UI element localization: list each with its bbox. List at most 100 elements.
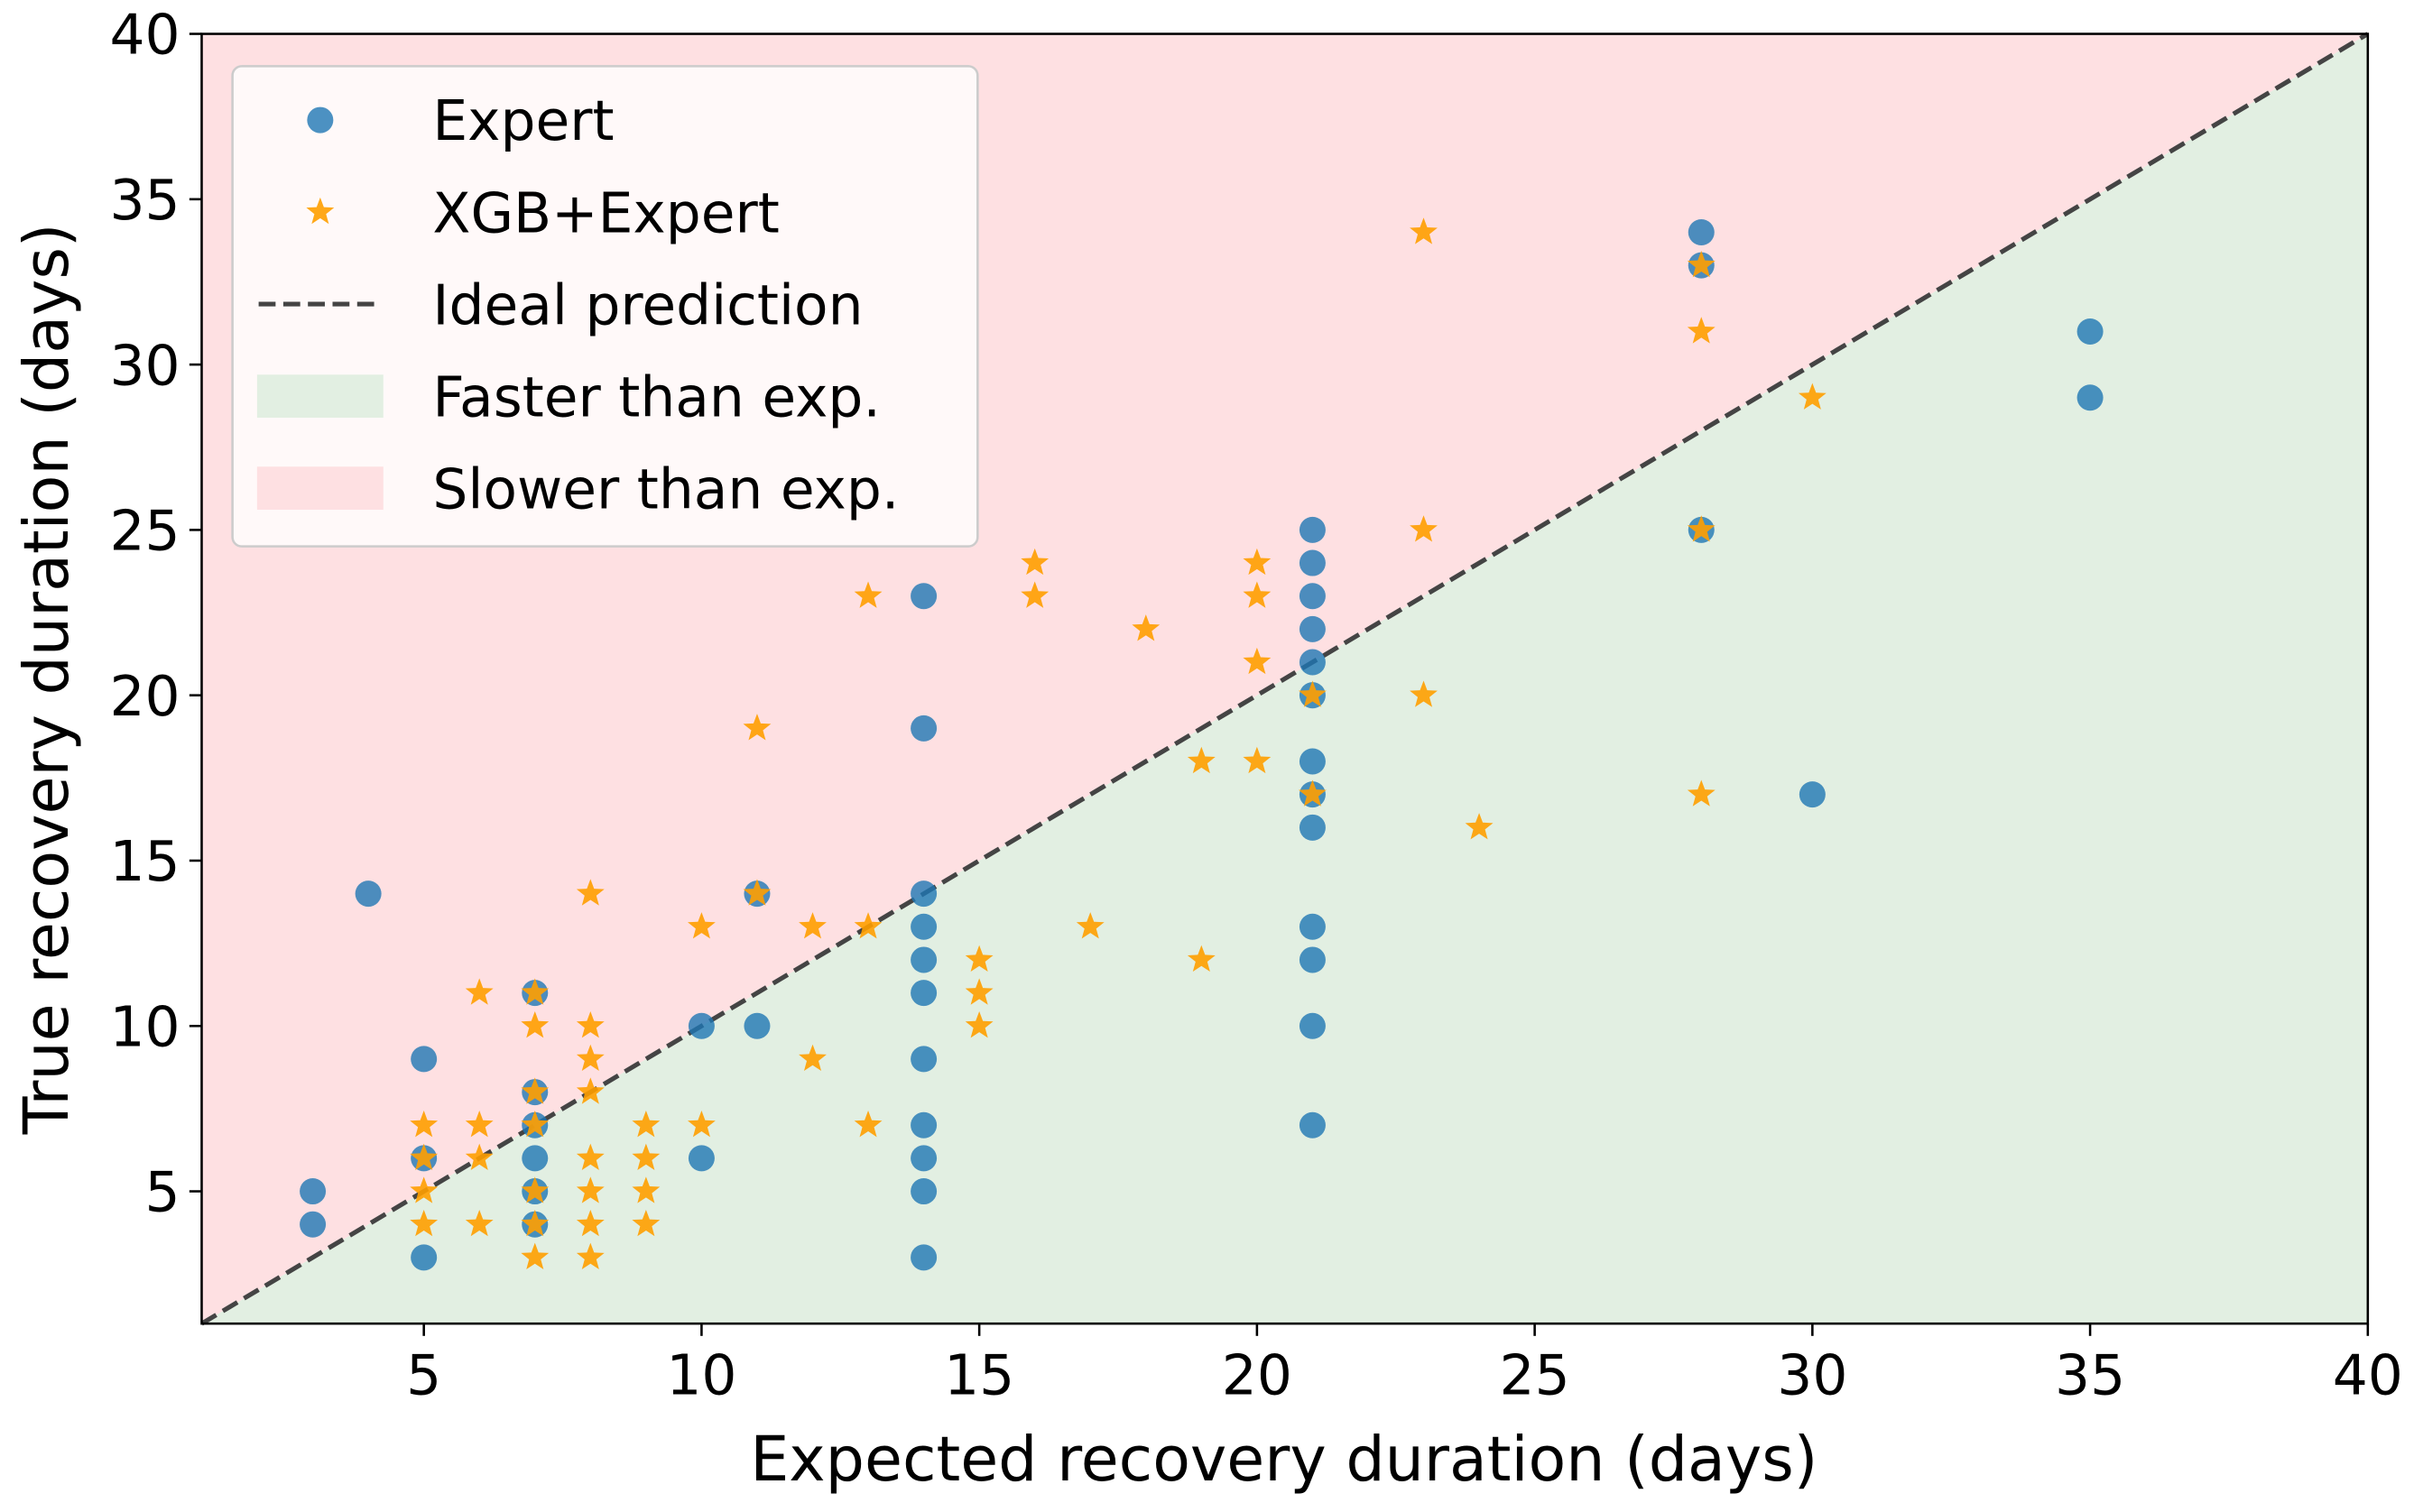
point <box>576 1143 605 1170</box>
point <box>743 879 772 906</box>
point <box>911 715 938 742</box>
y-tick-label: 10 <box>109 995 180 1059</box>
point <box>2076 384 2104 411</box>
point <box>965 978 994 1005</box>
x-tick-label: 15 <box>944 1344 1014 1408</box>
point <box>521 1011 550 1038</box>
point <box>576 1011 605 1038</box>
point <box>1799 781 1826 808</box>
point <box>911 980 938 1007</box>
legend-patch <box>256 466 384 511</box>
y-tick-label: 25 <box>109 500 180 564</box>
point <box>1687 779 1716 807</box>
x-tick-label: 20 <box>1222 1344 1292 1408</box>
y-tick-label: 40 <box>109 4 180 68</box>
point <box>1187 746 1216 774</box>
point <box>1243 746 1272 774</box>
point <box>688 1012 715 1039</box>
point <box>1465 813 1494 840</box>
point <box>1687 515 1716 542</box>
point <box>911 880 938 908</box>
point <box>576 879 605 906</box>
x-tick-label: 30 <box>1777 1344 1847 1408</box>
point <box>854 1111 883 1138</box>
point <box>1299 516 1326 543</box>
y-tick-label: 5 <box>145 1161 180 1225</box>
point <box>1299 549 1326 576</box>
point <box>576 1044 605 1072</box>
point <box>632 1176 661 1203</box>
point <box>521 1242 550 1269</box>
point <box>576 1176 605 1203</box>
point <box>632 1111 661 1138</box>
point <box>355 880 382 908</box>
point <box>1021 548 1050 576</box>
point <box>1021 581 1050 608</box>
point <box>1688 218 1715 245</box>
legend-label: Slower than exp. <box>432 457 899 521</box>
point <box>300 1211 327 1238</box>
point <box>1687 317 1716 344</box>
point <box>911 1178 938 1205</box>
legend-patch <box>256 374 384 419</box>
point <box>1132 614 1161 641</box>
point <box>1299 779 1327 807</box>
point <box>1410 515 1438 542</box>
point <box>1299 814 1326 841</box>
point <box>1076 912 1105 939</box>
point <box>799 1044 827 1072</box>
point <box>465 1111 494 1138</box>
point <box>743 714 772 741</box>
legend-marker <box>306 197 335 225</box>
y-tick-label: 30 <box>109 334 180 398</box>
point <box>911 913 938 940</box>
point <box>576 1077 605 1104</box>
point <box>1243 581 1272 608</box>
x-tick-label: 35 <box>2055 1344 2125 1408</box>
point <box>521 1176 550 1203</box>
point <box>688 1145 715 1172</box>
point <box>687 912 716 939</box>
y-axis-label: True recovery duration (days) <box>12 223 83 1135</box>
point <box>854 581 883 608</box>
point <box>465 1143 494 1170</box>
point <box>1299 649 1326 676</box>
point <box>521 1209 550 1237</box>
point <box>410 1143 439 1170</box>
point <box>632 1209 661 1237</box>
y-tick-label: 15 <box>109 830 180 894</box>
point <box>2076 318 2104 345</box>
point <box>1243 548 1272 576</box>
point <box>410 1176 439 1203</box>
point <box>632 1143 661 1170</box>
point <box>911 1244 938 1271</box>
legend-label: Ideal prediction <box>432 273 863 337</box>
point <box>576 1242 605 1269</box>
point <box>576 1209 605 1237</box>
point <box>911 1145 938 1172</box>
point <box>522 1145 549 1172</box>
point <box>521 978 550 1005</box>
legend-label: Expert <box>432 89 614 153</box>
point <box>1410 217 1438 244</box>
point <box>1798 383 1827 410</box>
legend-label: Faster than exp. <box>432 365 881 429</box>
point <box>410 1111 439 1138</box>
point <box>799 912 827 939</box>
point <box>521 1111 550 1138</box>
point <box>521 1077 550 1104</box>
x-axis-label: Expected recovery duration (days) <box>750 1424 1817 1496</box>
point <box>687 1111 716 1138</box>
point <box>300 1178 327 1205</box>
point <box>465 1209 494 1237</box>
x-tick-label: 10 <box>666 1344 736 1408</box>
axes-frame <box>200 32 2370 1325</box>
point <box>411 1046 438 1073</box>
point <box>410 1209 439 1237</box>
x-tick-label: 40 <box>2333 1344 2403 1408</box>
y-tick-label: 35 <box>109 169 180 233</box>
point <box>911 1046 938 1073</box>
point <box>411 1244 438 1271</box>
